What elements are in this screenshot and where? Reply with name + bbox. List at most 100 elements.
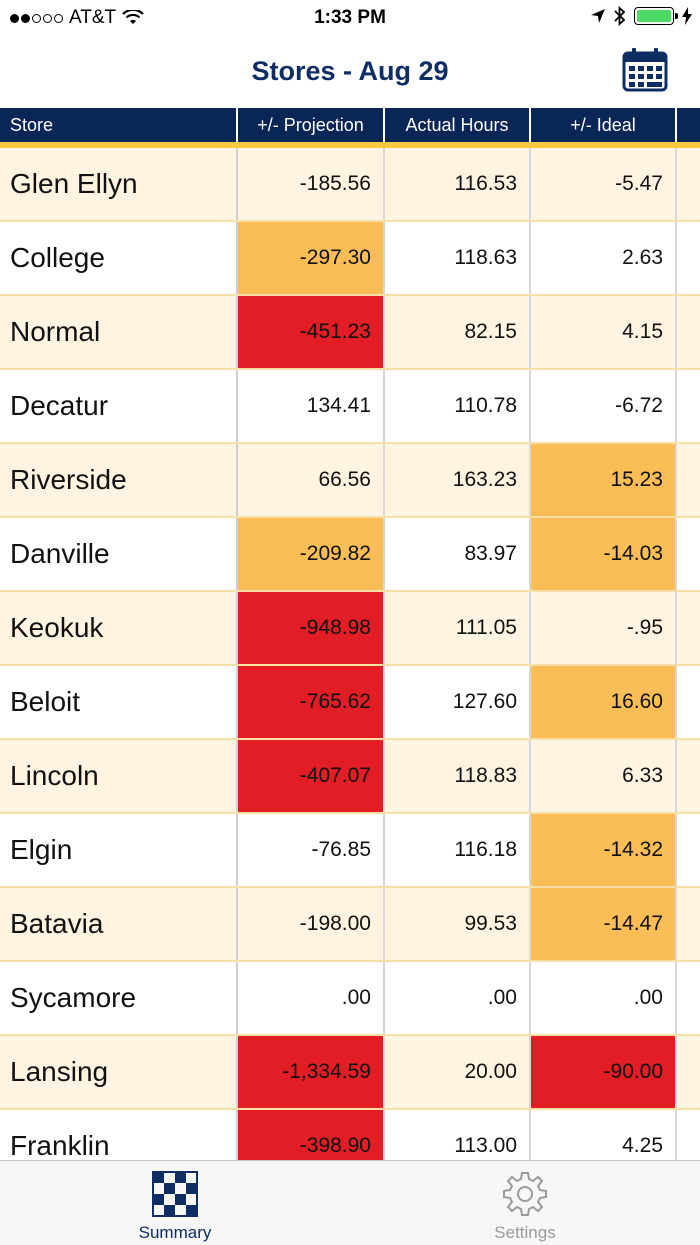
projection-cell: -76.85 xyxy=(238,814,385,886)
column-header-store[interactable]: Store xyxy=(0,108,238,142)
store-name-cell: Keokuk xyxy=(0,592,238,664)
projection-cell: .00 xyxy=(238,962,385,1034)
status-bar: AT&T 1:33 PM xyxy=(0,0,700,36)
store-name-cell: Lincoln xyxy=(0,740,238,812)
ideal-cell: -14.47 xyxy=(531,888,677,960)
projection-cell: -297.30 xyxy=(238,222,385,294)
store-name-cell: Glen Ellyn xyxy=(0,148,238,220)
ideal-cell: 15.23 xyxy=(531,444,677,516)
tab-summary-label: Summary xyxy=(138,1223,212,1242)
table-row[interactable]: Lincoln -407.07 118.83 6.33 xyxy=(0,740,700,814)
column-header-actual-hours[interactable]: Actual Hours xyxy=(385,108,531,142)
calendar-button[interactable] xyxy=(622,48,668,92)
wifi-icon xyxy=(122,10,144,24)
tab-settings-label: Settings xyxy=(494,1223,556,1242)
table-row[interactable]: Elgin -76.85 116.18 -14.32 xyxy=(0,814,700,888)
ideal-cell: .00 xyxy=(531,962,677,1034)
battery-icon xyxy=(634,7,678,25)
signal-strength-icon xyxy=(10,13,63,23)
overflow-cell xyxy=(677,444,700,516)
tab-settings[interactable]: Settings xyxy=(350,1161,700,1245)
ideal-cell: 2.63 xyxy=(531,222,677,294)
overflow-cell xyxy=(677,666,700,738)
overflow-cell xyxy=(677,148,700,220)
table-row[interactable]: Batavia -198.00 99.53 -14.47 xyxy=(0,888,700,962)
ideal-cell: 4.25 xyxy=(531,1110,677,1160)
table-row[interactable]: Normal -451.23 82.15 4.15 xyxy=(0,296,700,370)
store-name-cell: Decatur xyxy=(0,370,238,442)
actual-hours-cell: 113.00 xyxy=(385,1110,531,1160)
actual-hours-cell: 118.63 xyxy=(385,222,531,294)
actual-hours-cell: 99.53 xyxy=(385,888,531,960)
status-icons xyxy=(590,6,692,26)
projection-cell: -948.98 xyxy=(238,592,385,664)
page-title: Stores - Aug 29 xyxy=(251,56,449,86)
carrier-name: AT&T xyxy=(69,7,117,28)
overflow-cell xyxy=(677,1036,700,1108)
projection-cell: -198.00 xyxy=(238,888,385,960)
column-header-ideal[interactable]: +/- Ideal xyxy=(531,108,677,142)
tab-bar: Summary Settings xyxy=(0,1160,700,1245)
overflow-cell xyxy=(677,592,700,664)
column-header-projection[interactable]: +/- Projection xyxy=(238,108,385,142)
store-name-cell: Riverside xyxy=(0,444,238,516)
actual-hours-cell: 111.05 xyxy=(385,592,531,664)
ideal-cell: 6.33 xyxy=(531,740,677,812)
store-name-cell: Franklin xyxy=(0,1110,238,1160)
column-header-overflow xyxy=(677,108,700,142)
actual-hours-cell: 83.97 xyxy=(385,518,531,590)
actual-hours-cell: 82.15 xyxy=(385,296,531,368)
actual-hours-cell: 127.60 xyxy=(385,666,531,738)
actual-hours-cell: .00 xyxy=(385,962,531,1034)
overflow-cell xyxy=(677,962,700,1034)
table-row[interactable]: Danville -209.82 83.97 -14.03 xyxy=(0,518,700,592)
bluetooth-icon xyxy=(614,6,626,26)
grid-pattern-icon xyxy=(152,1171,198,1217)
ideal-cell: -.95 xyxy=(531,592,677,664)
overflow-cell xyxy=(677,222,700,294)
table-row[interactable]: Keokuk -948.98 111.05 -.95 xyxy=(0,592,700,666)
overflow-cell xyxy=(677,518,700,590)
actual-hours-cell: 116.53 xyxy=(385,148,531,220)
ideal-cell: -90.00 xyxy=(531,1036,677,1108)
projection-cell: -1,334.59 xyxy=(238,1036,385,1108)
carrier-group: AT&T xyxy=(10,7,144,29)
table-row[interactable]: Franklin -398.90 113.00 4.25 xyxy=(0,1110,700,1160)
store-name-cell: Beloit xyxy=(0,666,238,738)
ideal-cell: 4.15 xyxy=(531,296,677,368)
overflow-cell xyxy=(677,888,700,960)
store-name-cell: Normal xyxy=(0,296,238,368)
navigation-bar: Stores - Aug 29 xyxy=(0,36,700,108)
table-row[interactable]: Riverside 66.56 163.23 15.23 xyxy=(0,444,700,518)
actual-hours-cell: 116.18 xyxy=(385,814,531,886)
overflow-cell xyxy=(677,370,700,442)
ideal-cell: -5.47 xyxy=(531,148,677,220)
tab-summary[interactable]: Summary xyxy=(0,1161,350,1245)
actual-hours-cell: 118.83 xyxy=(385,740,531,812)
store-name-cell: College xyxy=(0,222,238,294)
projection-cell: 66.56 xyxy=(238,444,385,516)
actual-hours-cell: 163.23 xyxy=(385,444,531,516)
ideal-cell: -6.72 xyxy=(531,370,677,442)
stores-table[interactable]: Glen Ellyn -185.56 116.53 -5.47 College -297.… xyxy=(0,148,700,1160)
gear-icon xyxy=(503,1172,547,1216)
projection-cell: -398.90 xyxy=(238,1110,385,1160)
overflow-cell xyxy=(677,740,700,812)
calendar-icon xyxy=(622,48,668,92)
projection-cell: -765.62 xyxy=(238,666,385,738)
overflow-cell xyxy=(677,296,700,368)
table-row[interactable]: College -297.30 118.63 2.63 xyxy=(0,222,700,296)
ideal-cell: 16.60 xyxy=(531,666,677,738)
charging-bolt-icon xyxy=(682,7,692,25)
table-row[interactable]: Glen Ellyn -185.56 116.53 -5.47 xyxy=(0,148,700,222)
actual-hours-cell: 20.00 xyxy=(385,1036,531,1108)
store-name-cell: Sycamore xyxy=(0,962,238,1034)
projection-cell: -185.56 xyxy=(238,148,385,220)
table-row[interactable]: Sycamore .00.00.00 xyxy=(0,962,700,1036)
table-row[interactable]: Decatur 134.41 110.78 -6.72 xyxy=(0,370,700,444)
overflow-cell xyxy=(677,814,700,886)
table-row[interactable]: Lansing -1,334.59 20.00 -90.00 xyxy=(0,1036,700,1110)
table-row[interactable]: Beloit -765.62 127.60 16.60 xyxy=(0,666,700,740)
store-name-cell: Danville xyxy=(0,518,238,590)
projection-cell: 134.41 xyxy=(238,370,385,442)
